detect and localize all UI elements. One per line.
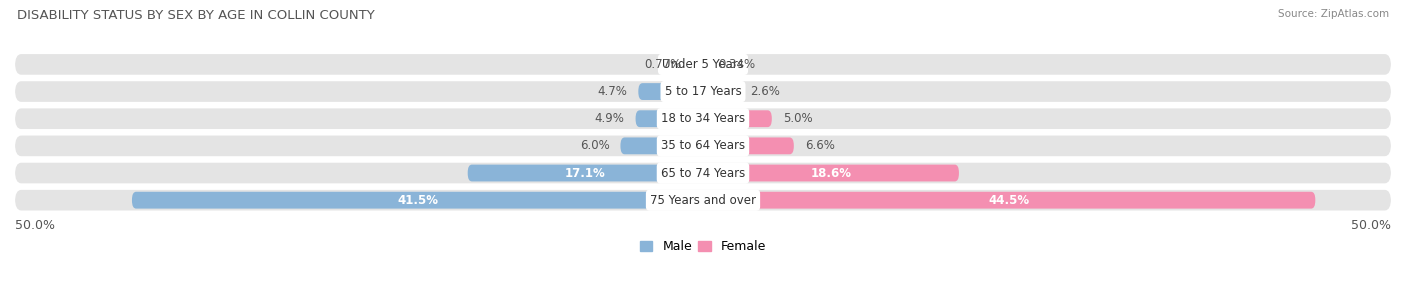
- Text: 50.0%: 50.0%: [15, 219, 55, 232]
- FancyBboxPatch shape: [703, 56, 707, 73]
- Text: 0.34%: 0.34%: [718, 58, 756, 71]
- Text: 0.77%: 0.77%: [644, 58, 682, 71]
- FancyBboxPatch shape: [15, 109, 1391, 129]
- FancyBboxPatch shape: [15, 136, 1391, 156]
- FancyBboxPatch shape: [132, 192, 703, 209]
- Text: DISABILITY STATUS BY SEX BY AGE IN COLLIN COUNTY: DISABILITY STATUS BY SEX BY AGE IN COLLI…: [17, 9, 374, 22]
- FancyBboxPatch shape: [620, 137, 703, 154]
- Text: 2.6%: 2.6%: [749, 85, 780, 98]
- Text: 18.6%: 18.6%: [810, 167, 852, 180]
- FancyBboxPatch shape: [15, 54, 1391, 75]
- FancyBboxPatch shape: [15, 81, 1391, 102]
- FancyBboxPatch shape: [703, 192, 1316, 209]
- Text: 50.0%: 50.0%: [1351, 219, 1391, 232]
- Text: 18 to 34 Years: 18 to 34 Years: [661, 112, 745, 125]
- Text: 5 to 17 Years: 5 to 17 Years: [665, 85, 741, 98]
- Text: 4.9%: 4.9%: [595, 112, 624, 125]
- Text: 65 to 74 Years: 65 to 74 Years: [661, 167, 745, 180]
- FancyBboxPatch shape: [636, 110, 703, 127]
- Legend: Male, Female: Male, Female: [636, 235, 770, 258]
- FancyBboxPatch shape: [692, 56, 703, 73]
- Text: 41.5%: 41.5%: [396, 194, 439, 207]
- Text: Under 5 Years: Under 5 Years: [662, 58, 744, 71]
- FancyBboxPatch shape: [703, 110, 772, 127]
- Text: 44.5%: 44.5%: [988, 194, 1029, 207]
- FancyBboxPatch shape: [638, 83, 703, 100]
- FancyBboxPatch shape: [468, 164, 703, 181]
- FancyBboxPatch shape: [703, 164, 959, 181]
- FancyBboxPatch shape: [15, 163, 1391, 183]
- FancyBboxPatch shape: [703, 137, 794, 154]
- FancyBboxPatch shape: [703, 83, 738, 100]
- Text: 4.7%: 4.7%: [598, 85, 627, 98]
- Text: Source: ZipAtlas.com: Source: ZipAtlas.com: [1278, 9, 1389, 19]
- FancyBboxPatch shape: [15, 190, 1391, 210]
- Text: 6.0%: 6.0%: [579, 139, 609, 152]
- Text: 17.1%: 17.1%: [565, 167, 606, 180]
- Text: 75 Years and over: 75 Years and over: [650, 194, 756, 207]
- Text: 35 to 64 Years: 35 to 64 Years: [661, 139, 745, 152]
- Text: 6.6%: 6.6%: [804, 139, 835, 152]
- Text: 5.0%: 5.0%: [783, 112, 813, 125]
